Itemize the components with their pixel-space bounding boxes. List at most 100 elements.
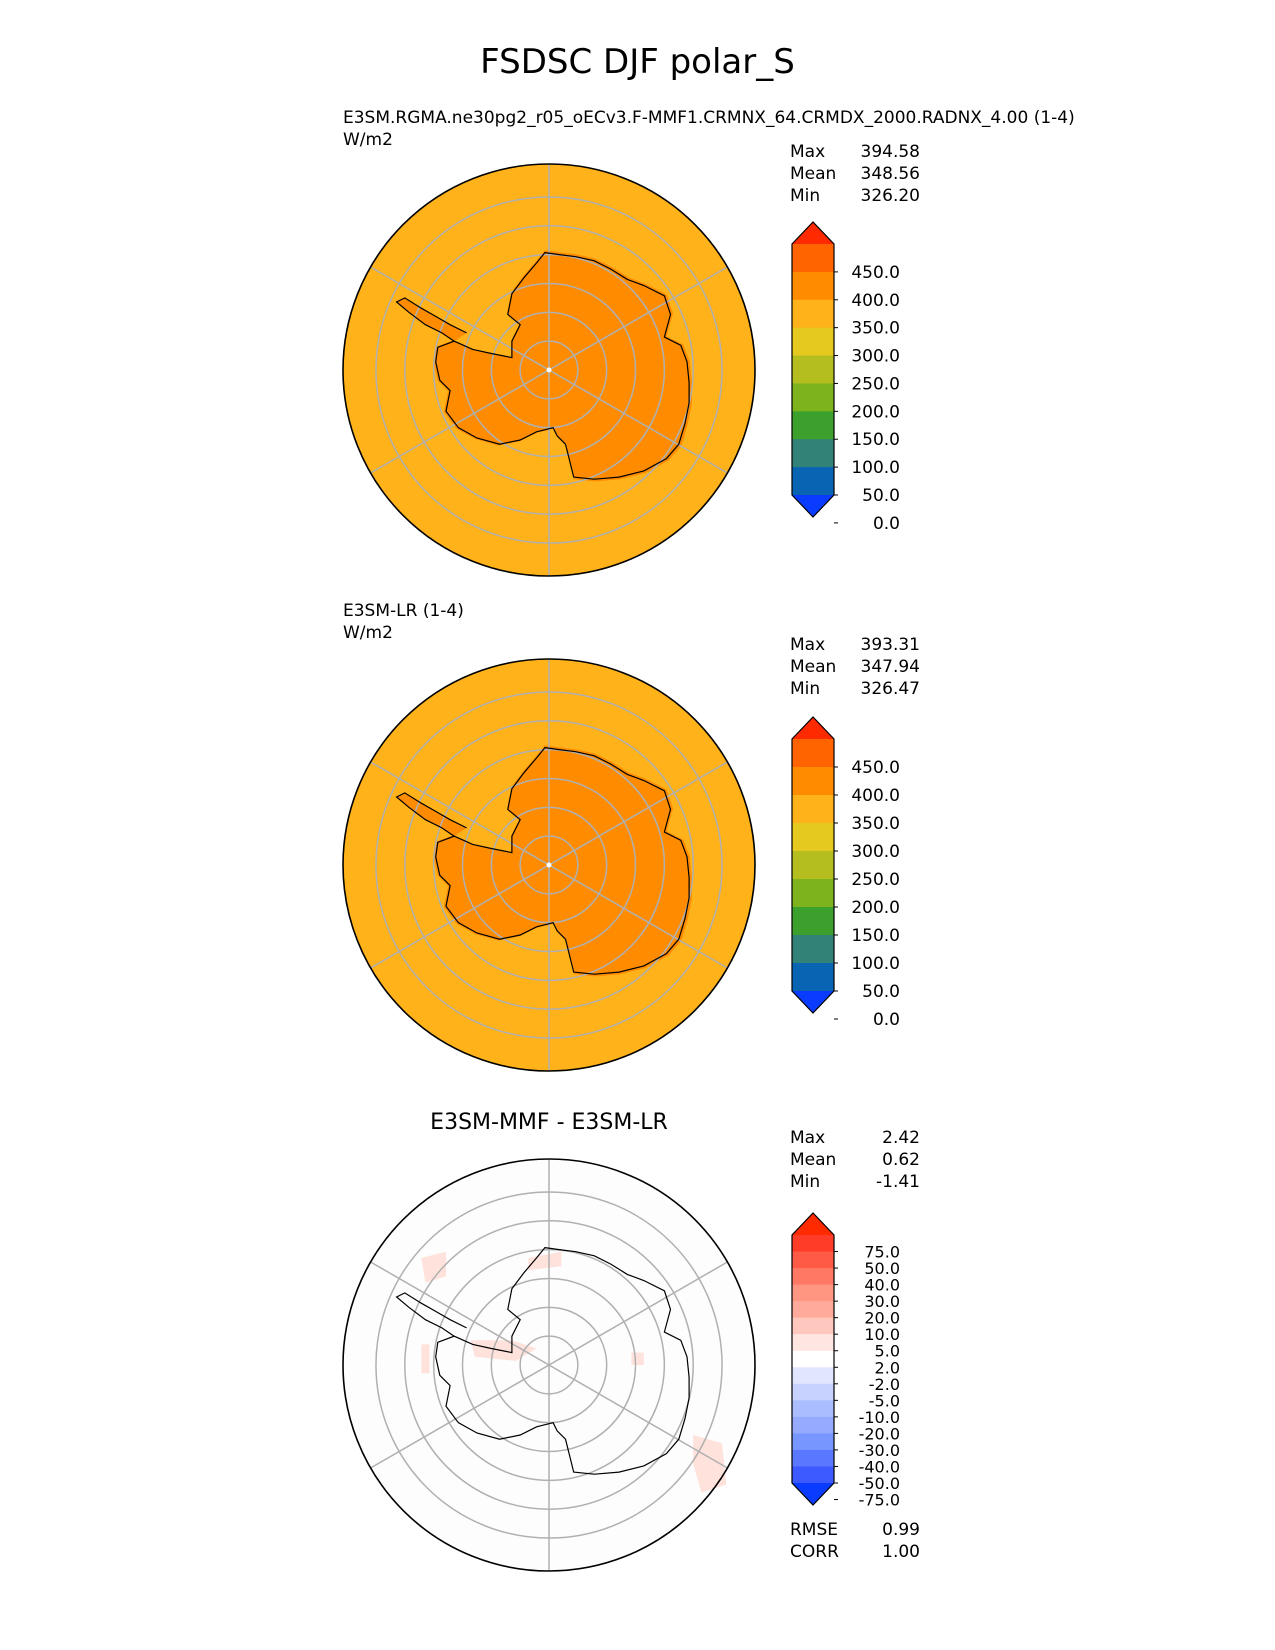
colorbar-segment <box>792 327 834 357</box>
panel3-difference-patch <box>421 1344 430 1374</box>
colorbar-tick-label: -50.0 <box>859 1474 900 1493</box>
panel1-peninsula-coastline <box>395 297 467 342</box>
colorbar-tick-label: 450.0 <box>851 758 900 778</box>
colorbar-tick-label: 50.0 <box>864 1259 900 1278</box>
colorbar-segment <box>792 767 834 796</box>
colorbar-tick-label: 350.0 <box>851 814 900 834</box>
panel3-difference-patch <box>528 1251 562 1271</box>
colorbar-tick-label: 50.0 <box>862 486 900 506</box>
panel2-peninsula-fill <box>396 792 467 837</box>
panel2-peninsula-coastline <box>395 792 467 837</box>
panel3-title: E3SM-MMF - E3SM-LR <box>430 1110 668 1135</box>
panel1-meridian-inner <box>523 354 550 371</box>
panel2-stat-max: Max 393.31 <box>790 635 920 655</box>
panel3-meridian-line <box>370 1378 525 1469</box>
panel2-meridian-line <box>370 761 525 852</box>
panel1-map <box>342 163 756 577</box>
figure-title: FSDSC DJF polar_S <box>480 42 795 82</box>
panel1-meridian-inner <box>548 369 575 386</box>
panel3-metric-rmse: RMSE 0.99 <box>790 1520 920 1540</box>
panel1-peninsula-fill <box>396 297 467 342</box>
panel3-colorbar: 75.050.040.030.020.010.05.02.0-2.0-5.0-1… <box>791 1212 900 1510</box>
colorbar-segment <box>792 439 834 468</box>
colorbar-tick-label: 150.0 <box>851 430 900 450</box>
panel1-model-name: E3SM.RGMA.ne30pg2_r05_oECv3.F-MMF1.CRMNX… <box>343 108 1075 128</box>
colorbar-tick-label: 20.0 <box>864 1309 900 1328</box>
panel1-land-fill <box>433 250 692 482</box>
colorbar-segment <box>792 1284 834 1302</box>
panel1-stat-mean: Mean 348.56 <box>790 164 920 184</box>
panel3-stat-max: Max 2.42 <box>790 1128 920 1148</box>
colorbar-tick-label: 250.0 <box>851 374 900 394</box>
panel1-stat-min: Min 326.20 <box>790 186 920 206</box>
panel2-stat-min: Min 326.47 <box>790 679 920 699</box>
colorbar-segment <box>792 1466 834 1484</box>
colorbar-tick-label: 300.0 <box>851 842 900 862</box>
colorbar-extend-max <box>792 717 834 739</box>
panel3-difference-patch <box>421 1251 446 1283</box>
colorbar-tick-label: 200.0 <box>851 402 900 422</box>
colorbar-tick-label: -40.0 <box>859 1457 900 1476</box>
colorbar-tick-label: 5.0 <box>875 1342 900 1361</box>
colorbar-segment <box>792 244 834 273</box>
colorbar-tick-label: 75.0 <box>864 1243 900 1262</box>
panel1-meridian-line <box>573 266 728 357</box>
colorbar-tick-label: -5.0 <box>869 1391 900 1410</box>
colorbar-tick-label: 300.0 <box>851 347 900 367</box>
colorbar-segment <box>792 963 834 992</box>
panel2-colorbar: 450.0 400.0 350.0 300.0 250.0 200.0 150.0 100.0… <box>791 716 900 1030</box>
panel2-pole-dot <box>546 862 552 868</box>
colorbar-segment <box>792 383 834 412</box>
panel2-map-border <box>342 658 756 1072</box>
panel1-units: W/m2 <box>343 130 393 150</box>
panel1-stats: Max 394.58 Mean 348.56 Min 326.20 <box>790 141 920 207</box>
colorbar-segment <box>792 271 834 301</box>
colorbar-tick-label: 150.0 <box>851 926 900 946</box>
colorbar-segment <box>792 299 834 329</box>
panel2-meridian-line <box>573 878 728 969</box>
panel3-meridian-line <box>573 1378 728 1469</box>
panel1-meridian-inner <box>523 369 550 386</box>
panel1-meridian-line <box>370 383 525 474</box>
colorbar-segment <box>792 1400 834 1418</box>
colorbar-tick-label: 350.0 <box>851 319 900 339</box>
panel2-stat-mean: Mean 347.94 <box>790 657 920 677</box>
colorbar-tick-label: -20.0 <box>859 1424 900 1443</box>
panel1-colorbar: 450.0 400.0 350.0 300.0 250.0 200.0 150.0 100.0… <box>791 221 900 534</box>
colorbar-tick-label: -30.0 <box>859 1441 900 1460</box>
panel3-difference-patch <box>631 1352 644 1365</box>
colorbar-tick-label: 0.0 <box>873 1010 900 1030</box>
colorbar-tick-label: 2.0 <box>875 1358 900 1377</box>
panel3-stats: Max 2.42 Mean 0.62 Min -1.41 <box>790 1127 920 1193</box>
colorbar-tick-label: 10.0 <box>864 1325 900 1344</box>
panel2-meridian-line <box>370 878 525 969</box>
colorbar-segment <box>792 1235 834 1253</box>
colorbar-segment <box>792 355 834 384</box>
panel1-pole-dot <box>546 367 552 373</box>
panel3-meridian-line <box>370 1261 525 1352</box>
panel3-coastline <box>435 1246 690 1475</box>
colorbar-tick-label: 250.0 <box>851 870 900 890</box>
colorbar-tick-label: 30.0 <box>864 1292 900 1311</box>
panel3-metric-corr: CORR 1.00 <box>790 1542 920 1562</box>
panel3-difference-patch <box>693 1435 727 1493</box>
panel2-units: W/m2 <box>343 623 393 643</box>
panel3-metrics: RMSE 0.99 CORR 1.00 <box>790 1519 920 1563</box>
panel3-meridian-inner <box>523 1349 550 1366</box>
colorbar-tick-label: 50.0 <box>862 982 900 1002</box>
panel3-map-border <box>342 1158 756 1572</box>
panel1-map-border <box>342 163 756 577</box>
panel2-meridian-inner <box>523 864 550 881</box>
colorbar-tick-label: -10.0 <box>859 1408 900 1427</box>
colorbar-segment <box>792 1449 834 1467</box>
panel2-coastline <box>435 746 690 975</box>
colorbar-tick-label: 450.0 <box>851 263 900 283</box>
panel1-title: E3SM.RGMA.ne30pg2_r05_oECv3.F-MMF1.CRMNX… <box>343 107 1075 151</box>
colorbar-extend-min <box>792 991 834 1013</box>
colorbar-segment <box>792 935 834 964</box>
colorbar-segment <box>792 1317 834 1335</box>
colorbar-tick-label: 100.0 <box>851 458 900 478</box>
panel1-meridian-inner <box>548 354 575 371</box>
panel1-meridian-line <box>370 266 525 357</box>
